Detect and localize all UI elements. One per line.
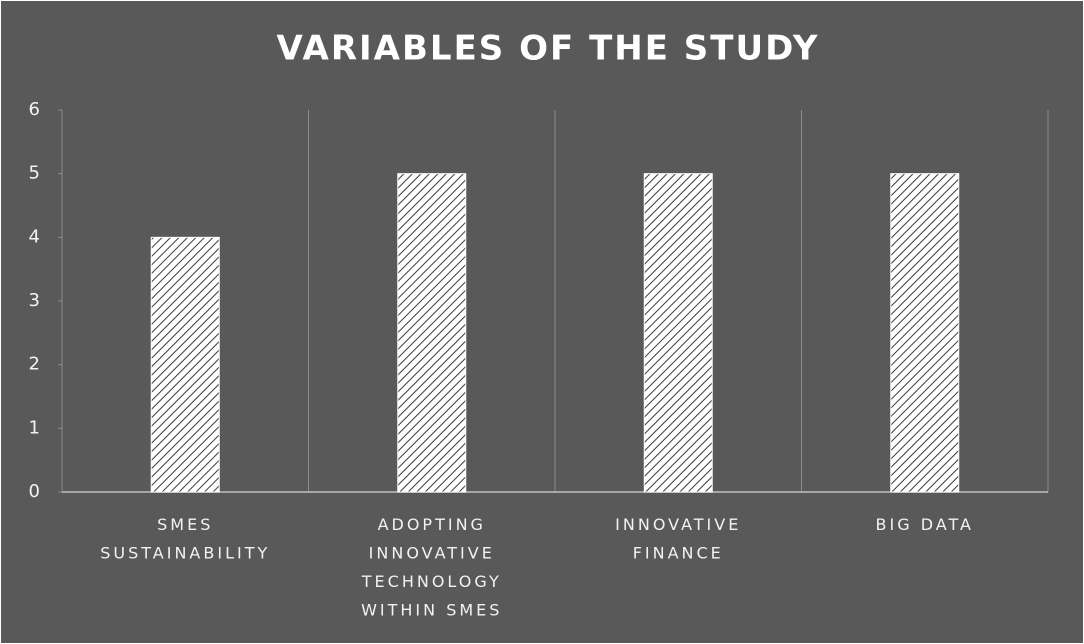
bar (890, 173, 960, 493)
bar (397, 173, 467, 493)
y-tick-label: 6 (29, 99, 40, 120)
y-tick-label: 0 (29, 481, 40, 502)
x-tick-label: SMES SUSTAINABILITY (100, 515, 270, 563)
y-tick-label: 4 (29, 226, 40, 247)
bar (643, 173, 713, 493)
y-tick-label: 3 (29, 290, 40, 311)
y-tick-label: 5 (29, 163, 40, 184)
y-tick-label: 2 (29, 354, 40, 375)
x-tick-label: ADOPTING INNOVATIVE TECHNOLOGY WITHIN SMES (361, 515, 503, 620)
chart-title: VARIABLES OF THE STUDY (277, 29, 820, 69)
y-tick-label: 1 (29, 417, 40, 438)
x-tick-label: BIG DATA (876, 515, 974, 534)
bar (150, 236, 220, 493)
x-tick-label: INNOVATIVE FINANCE (615, 515, 741, 563)
